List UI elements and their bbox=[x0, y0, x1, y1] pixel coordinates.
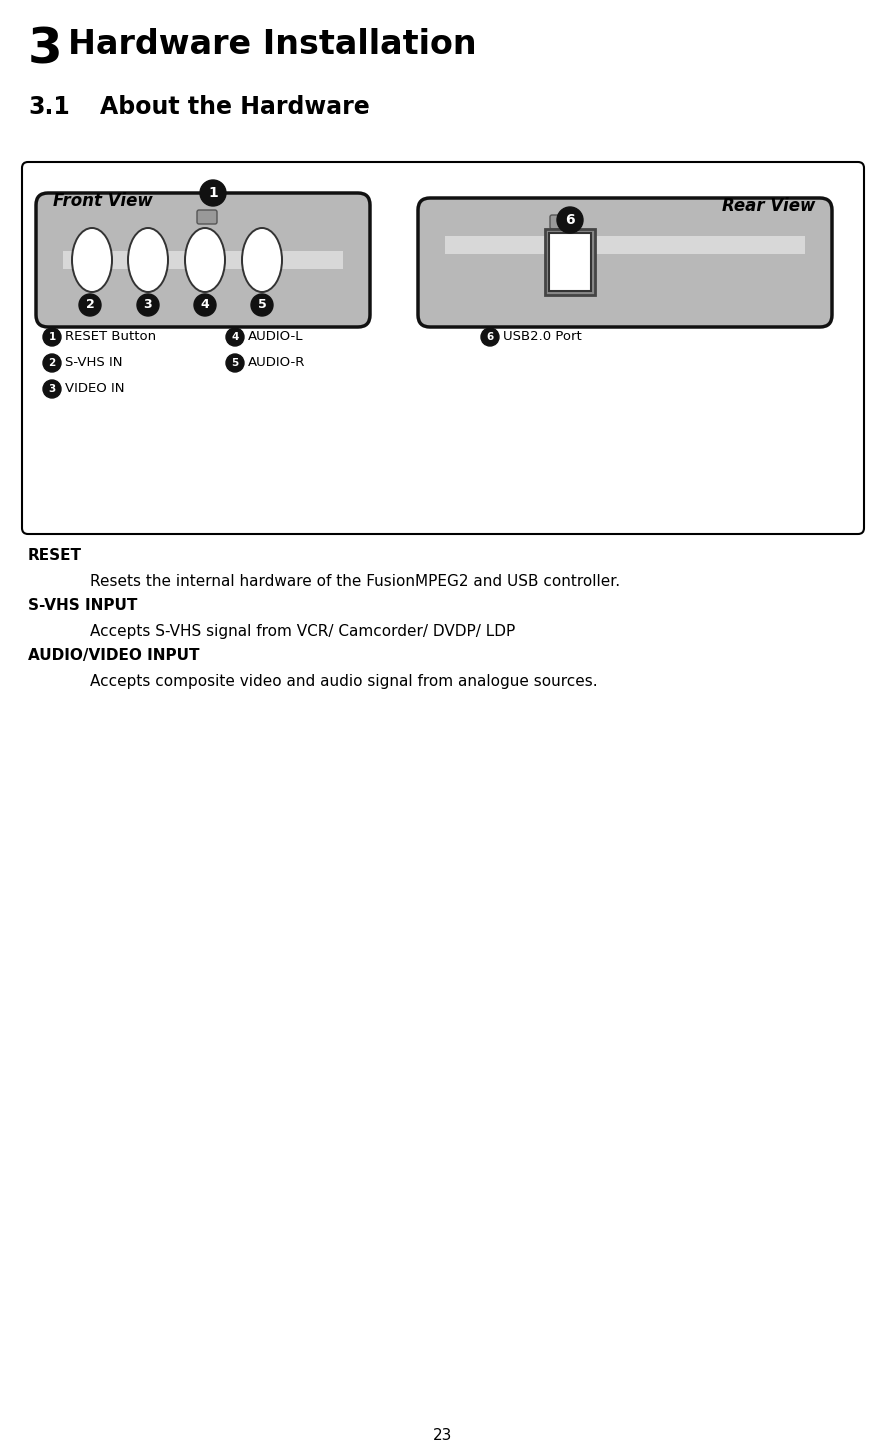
Text: 2: 2 bbox=[86, 298, 94, 312]
Text: Rear View: Rear View bbox=[721, 197, 814, 215]
Circle shape bbox=[79, 294, 101, 316]
Text: S-VHS IN: S-VHS IN bbox=[65, 357, 122, 370]
Circle shape bbox=[556, 207, 582, 233]
Text: Hardware Installation: Hardware Installation bbox=[68, 28, 476, 61]
Bar bbox=[548, 233, 590, 291]
Ellipse shape bbox=[128, 229, 167, 291]
Text: 4: 4 bbox=[200, 298, 209, 312]
Ellipse shape bbox=[243, 229, 281, 291]
Ellipse shape bbox=[73, 229, 111, 291]
Circle shape bbox=[194, 294, 216, 316]
Circle shape bbox=[136, 294, 159, 316]
Text: 1: 1 bbox=[208, 186, 218, 199]
Text: 5: 5 bbox=[257, 298, 266, 312]
Circle shape bbox=[251, 294, 273, 316]
Circle shape bbox=[199, 181, 226, 205]
FancyBboxPatch shape bbox=[544, 229, 595, 296]
Ellipse shape bbox=[186, 229, 224, 291]
Text: Accepts composite video and audio signal from analogue sources.: Accepts composite video and audio signal… bbox=[89, 674, 597, 689]
Circle shape bbox=[43, 380, 61, 397]
Text: AUDIO/VIDEO INPUT: AUDIO/VIDEO INPUT bbox=[28, 648, 199, 662]
Ellipse shape bbox=[127, 227, 169, 293]
FancyBboxPatch shape bbox=[22, 162, 863, 534]
Text: 3.1: 3.1 bbox=[28, 95, 70, 119]
Circle shape bbox=[480, 328, 499, 347]
Ellipse shape bbox=[241, 227, 283, 293]
Text: USB2.0 Port: USB2.0 Port bbox=[502, 331, 581, 344]
Text: 3: 3 bbox=[28, 25, 63, 73]
Bar bbox=[63, 250, 343, 269]
Ellipse shape bbox=[71, 227, 113, 293]
Text: RESET: RESET bbox=[28, 547, 82, 563]
Text: 3: 3 bbox=[144, 298, 152, 312]
Text: 2: 2 bbox=[49, 358, 56, 368]
FancyBboxPatch shape bbox=[417, 198, 831, 328]
Text: S-VHS INPUT: S-VHS INPUT bbox=[28, 598, 137, 613]
Circle shape bbox=[43, 328, 61, 347]
Text: 4: 4 bbox=[231, 332, 238, 342]
Text: RESET Button: RESET Button bbox=[65, 331, 156, 344]
Text: Front View: Front View bbox=[53, 192, 152, 210]
Circle shape bbox=[226, 328, 244, 347]
FancyBboxPatch shape bbox=[36, 194, 369, 328]
Circle shape bbox=[43, 354, 61, 371]
Text: 5: 5 bbox=[231, 358, 238, 368]
Circle shape bbox=[226, 354, 244, 371]
Text: 1: 1 bbox=[49, 332, 56, 342]
FancyBboxPatch shape bbox=[197, 210, 217, 224]
Text: 6: 6 bbox=[486, 332, 494, 342]
Text: 23: 23 bbox=[433, 1428, 452, 1443]
FancyBboxPatch shape bbox=[549, 215, 570, 229]
Text: AUDIO-L: AUDIO-L bbox=[248, 331, 303, 344]
Text: Accepts S-VHS signal from VCR/ Camcorder/ DVDP/ LDP: Accepts S-VHS signal from VCR/ Camcorder… bbox=[89, 625, 515, 639]
Text: AUDIO-R: AUDIO-R bbox=[248, 357, 305, 370]
Text: 6: 6 bbox=[564, 213, 574, 227]
Text: About the Hardware: About the Hardware bbox=[100, 95, 369, 119]
Text: Resets the internal hardware of the FusionMPEG2 and USB controller.: Resets the internal hardware of the Fusi… bbox=[89, 574, 619, 590]
Ellipse shape bbox=[183, 227, 226, 293]
Text: VIDEO IN: VIDEO IN bbox=[65, 383, 124, 396]
Bar bbox=[445, 236, 804, 253]
Text: 3: 3 bbox=[49, 384, 56, 395]
